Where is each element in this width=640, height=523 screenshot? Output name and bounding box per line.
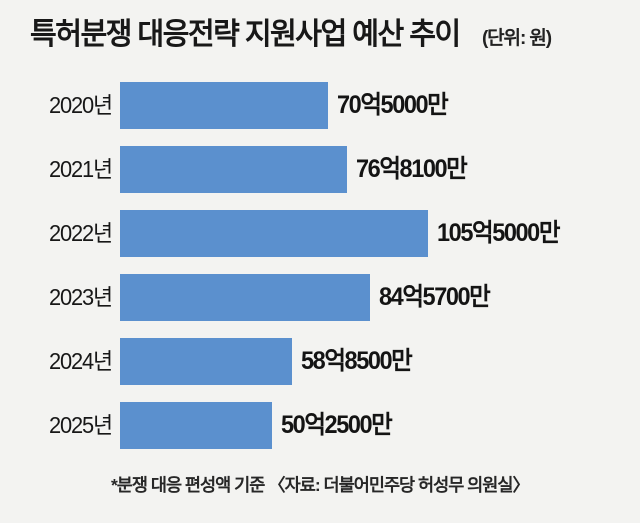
category-label-2023: 2023년 bbox=[48, 284, 113, 310]
source-footnote: *분쟁 대응 편성액 기준 〈자료: 더불어민주당 허성무 의원실〉 bbox=[111, 475, 530, 495]
bar-value-2022: 105억5000만 bbox=[437, 219, 560, 247]
bar-2022 bbox=[120, 210, 428, 257]
bar-row-2023: 2023년 84억5700만 bbox=[0, 274, 640, 321]
bar-row-2024: 2024년 58억8500만 bbox=[0, 338, 640, 385]
category-label-2024: 2024년 bbox=[48, 348, 113, 374]
title-unit-note: (단위: 원) bbox=[481, 28, 552, 49]
bar-track-2021: 76억8100만 bbox=[120, 146, 473, 193]
bar-row-2021: 2021년 76억8100만 bbox=[0, 146, 640, 193]
bar-2020 bbox=[120, 82, 328, 129]
bar-2023 bbox=[120, 274, 370, 321]
bar-row-2020: 2020년 70억5000만 bbox=[0, 82, 640, 129]
bar-track-2022: 105억5000만 bbox=[120, 210, 567, 257]
bar-2021 bbox=[120, 146, 347, 193]
bar-row-2022: 2022년 105억5000만 bbox=[0, 210, 640, 257]
bar-track-2024: 58억8500만 bbox=[120, 338, 418, 385]
bar-value-2021: 76억8100만 bbox=[356, 155, 468, 183]
bar-chart-area: 2020년 70억5000만 2021년 76억8100만 2022년 105억… bbox=[0, 82, 640, 450]
bar-row-2025: 2025년 50억2500만 bbox=[0, 402, 640, 449]
category-label-2025: 2025년 bbox=[48, 412, 113, 438]
category-label-2020: 2020년 bbox=[48, 92, 113, 118]
bar-2025 bbox=[120, 402, 272, 449]
bar-value-2023: 84억5700만 bbox=[379, 283, 491, 311]
bar-2024 bbox=[120, 338, 292, 385]
chart-title-row: 특허분쟁 대응전략 지원사업 예산 추이 (단위: 원) bbox=[30, 20, 620, 64]
category-label-2022: 2022년 bbox=[48, 220, 113, 246]
bar-track-2023: 84억5700만 bbox=[120, 274, 496, 321]
category-label-2021: 2021년 bbox=[48, 156, 113, 182]
bar-track-2020: 70억5000만 bbox=[120, 82, 454, 129]
page-title: 특허분쟁 대응전략 지원사업 예산 추이 bbox=[30, 18, 461, 51]
bar-value-2024: 58억8500만 bbox=[301, 347, 413, 375]
bar-value-2025: 50억2500만 bbox=[281, 411, 393, 439]
bar-track-2025: 50억2500만 bbox=[120, 402, 398, 449]
bar-value-2020: 70억5000만 bbox=[337, 91, 449, 119]
